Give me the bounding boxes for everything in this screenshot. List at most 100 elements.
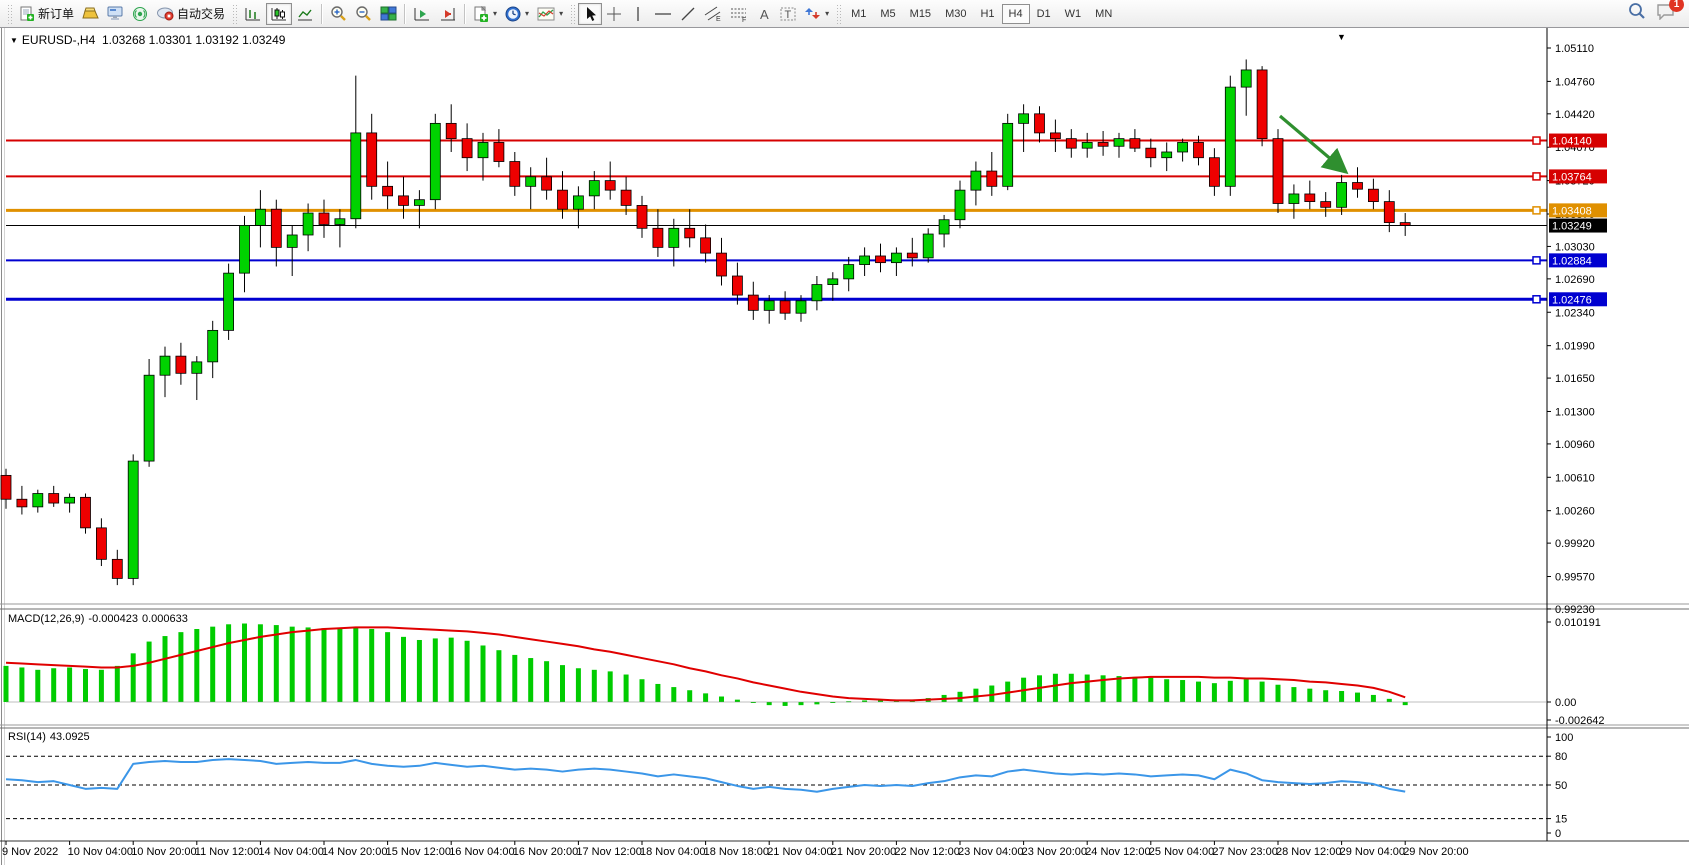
cursor-tool-button[interactable] — [578, 2, 603, 25]
price-tags: 1.04140 1.03764 1.03408 1.02884 1.02476 1.032… — [1549, 133, 1607, 307]
timeframe-W1[interactable]: W1 — [1058, 4, 1089, 24]
toolbar-grip[interactable] — [836, 3, 842, 24]
periods-dropdown[interactable]: ▾ — [525, 9, 530, 18]
terminal-button[interactable] — [103, 3, 128, 25]
cursor-icon — [586, 6, 596, 21]
hline-handle[interactable] — [1532, 206, 1541, 215]
tile-windows-button[interactable] — [376, 3, 401, 25]
macd-indicator-label: MACD(12,26,9) -0.000423 0.000633 — [8, 613, 192, 625]
autotrading-icon — [157, 7, 174, 21]
svg-text:10 Nov 20:00: 10 Nov 20:00 — [131, 846, 196, 858]
arrows-dropdown[interactable]: ▾ — [825, 9, 830, 18]
svg-text:1.02476: 1.02476 — [1552, 294, 1592, 306]
fibonacci-tool-button[interactable]: F — [726, 3, 752, 25]
market-watch-button[interactable] — [78, 3, 103, 25]
svg-text:1.02884: 1.02884 — [1552, 255, 1592, 267]
svg-text:24 Nov 12:00: 24 Nov 12:00 — [1085, 846, 1150, 858]
toolbar-right: 1 — [1628, 0, 1685, 25]
svg-text:F: F — [742, 17, 746, 22]
auto-scroll-icon — [441, 7, 456, 20]
notifications-button[interactable]: 1 — [1656, 0, 1684, 25]
object-triangle-marker[interactable]: ▼ — [1337, 32, 1346, 42]
svg-text:16 Nov 20:00: 16 Nov 20:00 — [513, 846, 578, 858]
timeframe-M1[interactable]: M1 — [844, 4, 873, 24]
new-chart-dropdown[interactable]: ▾ — [493, 9, 498, 18]
chart-shift-button[interactable] — [409, 3, 435, 25]
bar-chart-button[interactable] — [240, 3, 266, 25]
macd-value: -0.000423 — [88, 613, 138, 625]
svg-text:23 Nov 04:00: 23 Nov 04:00 — [958, 846, 1023, 858]
svg-text:1.01650: 1.01650 — [1555, 373, 1595, 385]
svg-text:50: 50 — [1555, 780, 1567, 792]
toolbar-grip[interactable] — [570, 3, 576, 24]
indicators-dropdown[interactable]: ▾ — [559, 9, 564, 18]
svg-text:1.03764: 1.03764 — [1552, 171, 1592, 183]
panel-separators — [0, 28, 1689, 842]
svg-text:17 Nov 12:00: 17 Nov 12:00 — [576, 846, 641, 858]
chart-shift-icon — [414, 7, 430, 20]
svg-text:A: A — [760, 7, 769, 21]
vertical-line-icon — [637, 6, 639, 21]
svg-text:15 Nov 12:00: 15 Nov 12:00 — [386, 846, 451, 858]
periods-button[interactable]: ▾ — [501, 3, 533, 25]
line-chart-button[interactable] — [292, 3, 318, 25]
candles — [0, 59, 1411, 586]
arrows-icon — [805, 8, 821, 19]
vertical-line-tool-button[interactable] — [626, 3, 650, 25]
toolbar-grip[interactable] — [232, 3, 238, 24]
timeframe-M30[interactable]: M30 — [938, 4, 973, 24]
timeframe-M15[interactable]: M15 — [903, 4, 938, 24]
horizontal-line-tool-button[interactable] — [650, 3, 676, 25]
svg-text:1.03408: 1.03408 — [1552, 205, 1592, 217]
trend-arrow-annotation[interactable]: ▼ — [1278, 32, 1349, 175]
text-label-tool-button[interactable]: T — [776, 3, 800, 25]
equidistant-channel-icon: E — [704, 6, 721, 22]
toolbar-separator — [404, 3, 407, 24]
line-chart-icon — [298, 9, 313, 20]
crosshair-tool-button[interactable] — [602, 3, 626, 25]
svg-text:29 Nov 04:00: 29 Nov 04:00 — [1340, 846, 1405, 858]
new-chart-button[interactable]: ▾ — [469, 3, 501, 25]
horizontal-line-icon — [655, 12, 672, 15]
new-order-button[interactable]: 新订单 — [15, 3, 78, 25]
text-tool-button[interactable]: A — [752, 3, 776, 25]
svg-text:1.02690: 1.02690 — [1555, 274, 1595, 286]
signals-button[interactable] — [128, 3, 152, 25]
chart-ohlc: 1.03268 1.03301 1.03192 1.03249 — [101, 33, 286, 47]
chart-title-triangle-icon[interactable]: ▼ — [10, 36, 18, 45]
svg-text:0.99920: 0.99920 — [1555, 538, 1595, 550]
terminal-icon — [107, 6, 123, 20]
timeframe-H1[interactable]: H1 — [973, 4, 1001, 24]
crosshair-icon — [607, 6, 622, 21]
toolbar-separator — [321, 3, 324, 24]
zoom-in-button[interactable] — [326, 3, 351, 25]
svg-text:14 Nov 04:00: 14 Nov 04:00 — [258, 846, 323, 858]
channel-tool-button[interactable]: E — [700, 3, 726, 25]
autotrading-label: 自动交易 — [177, 7, 226, 21]
hline-handle[interactable] — [1532, 295, 1541, 304]
zoom-out-button[interactable] — [351, 3, 376, 25]
horizontal-lines[interactable] — [6, 136, 1547, 304]
hline-handle[interactable] — [1532, 136, 1541, 145]
autotrading-button[interactable]: 自动交易 — [152, 3, 229, 25]
new-order-icon — [20, 6, 34, 21]
hline-handle[interactable] — [1532, 256, 1541, 265]
search-button[interactable] — [1628, 2, 1646, 25]
candlestick-chart-button[interactable] — [266, 2, 293, 25]
hline-handle[interactable] — [1532, 172, 1541, 181]
auto-scroll-button[interactable] — [435, 3, 461, 25]
trendline-tool-button[interactable] — [676, 3, 700, 25]
toolbar-grip[interactable] — [7, 3, 12, 24]
timeframe-D1[interactable]: D1 — [1030, 4, 1058, 24]
svg-text:1.04760: 1.04760 — [1555, 76, 1595, 88]
svg-text:18 Nov 04:00: 18 Nov 04:00 — [640, 846, 705, 858]
timeframe-MN[interactable]: MN — [1088, 4, 1119, 24]
indicators-button[interactable]: ▾ — [533, 3, 567, 25]
arrows-tool-button[interactable]: ▾ — [800, 3, 833, 25]
timeframe-H4[interactable]: H4 — [1001, 3, 1030, 24]
timeframe-M5[interactable]: M5 — [873, 4, 902, 24]
clock-icon — [505, 6, 521, 21]
svg-text:0.010191: 0.010191 — [1555, 617, 1601, 629]
